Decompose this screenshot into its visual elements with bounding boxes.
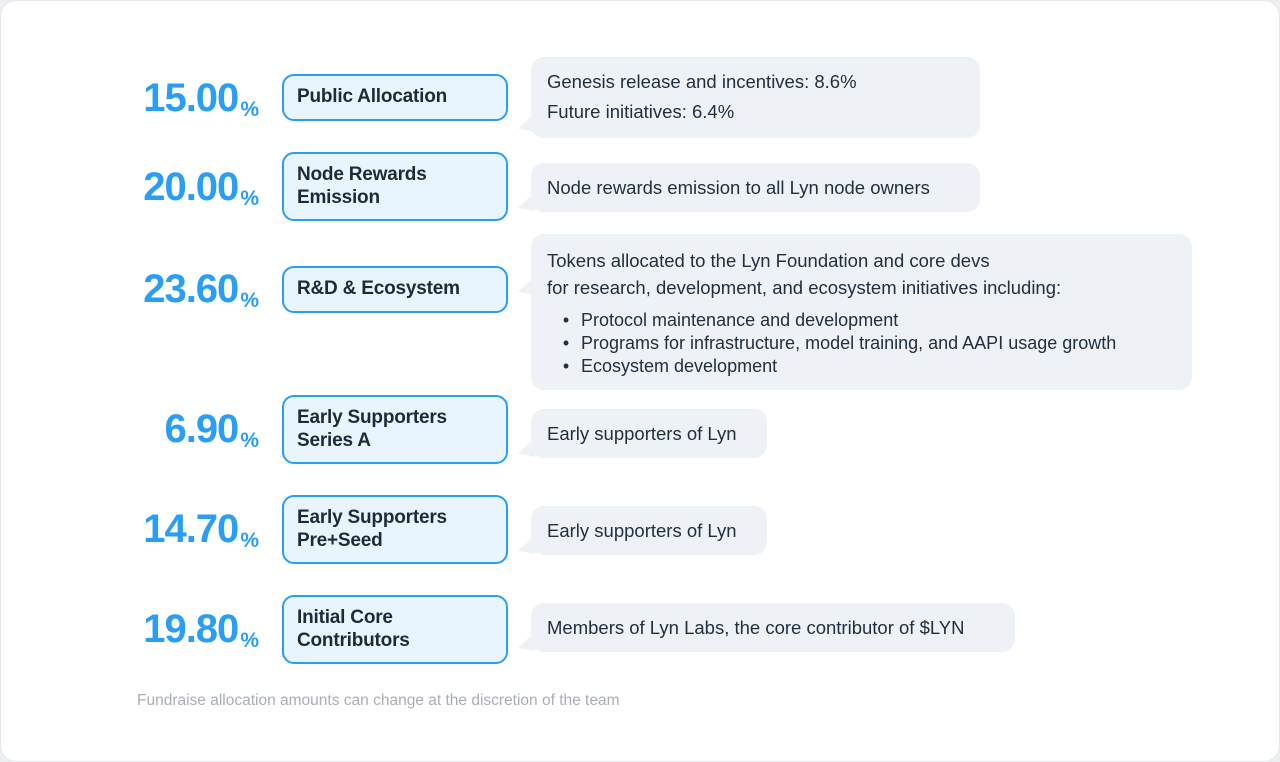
label-box-core-contributors: Initial Core Contributors <box>282 595 508 664</box>
label-text: Node Rewards Emission <box>297 164 427 208</box>
label-box-series-a: Early Supporters Series A <box>282 395 508 464</box>
percentage-node-rewards: 20.00% <box>111 163 259 211</box>
description-bubble-node-rewards: Node rewards emission to all Lyn node ow… <box>518 163 980 212</box>
label-box-public-allocation: Public Allocation <box>282 74 508 121</box>
description-line: Node rewards emission to all Lyn node ow… <box>547 177 930 198</box>
description-bubble-public-allocation: Genesis release and incentives: 8.6% Fut… <box>518 57 980 138</box>
description-line: Future initiatives: 6.4% <box>547 101 735 122</box>
bubble-tail <box>518 535 535 554</box>
bubble-tail <box>518 192 535 211</box>
percent-sign: % <box>240 429 259 452</box>
bubble-tail <box>518 438 535 457</box>
percentage-value: 20.00 <box>143 165 239 209</box>
percentage-rd-ecosystem: 23.60% <box>111 265 259 313</box>
percentage-series-a: 6.90% <box>111 405 259 453</box>
bullet-text: Protocol maintenance and development <box>581 310 899 330</box>
bubble-tail <box>518 113 535 132</box>
percentage-pre-seed: 14.70% <box>111 505 259 553</box>
description-bubble-pre-seed: Early supporters of Lyn <box>518 506 767 555</box>
description-bubble-series-a: Early supporters of Lyn <box>518 409 767 458</box>
bubble-tail <box>518 276 535 295</box>
description-line: Genesis release and incentives: 8.6% <box>547 71 857 92</box>
description-bubble-core-contributors: Members of Lyn Labs, the core contributo… <box>518 603 1015 652</box>
label-text: R&D & Ecosystem <box>297 278 460 299</box>
bullet-marker: • <box>562 333 570 353</box>
description-bubble-rd-ecosystem: Tokens allocated to the Lyn Foundation a… <box>518 234 1192 390</box>
bullet-item: • Programs for infrastructure, model tra… <box>547 332 1176 355</box>
percent-sign: % <box>240 529 259 552</box>
label-box-node-rewards: Node Rewards Emission <box>282 152 508 221</box>
description-line: Tokens allocated to the Lyn Foundation a… <box>547 250 990 271</box>
label-text: Initial Core Contributors <box>297 607 410 651</box>
percentage-value: 19.80 <box>143 607 239 651</box>
bubble-tail <box>518 632 535 651</box>
percentage-value: 14.70 <box>143 507 239 551</box>
footnote: Fundraise allocation amounts can change … <box>137 692 620 709</box>
label-text: Early Supporters Pre+Seed <box>297 507 447 551</box>
description-line: Early supporters of Lyn <box>547 520 737 541</box>
label-text: Public Allocation <box>297 86 448 107</box>
percent-sign: % <box>240 187 259 210</box>
description-line: Early supporters of Lyn <box>547 423 737 444</box>
bullet-text: Programs for infrastructure, model train… <box>581 333 1117 353</box>
percent-sign: % <box>240 289 259 312</box>
bullet-item: • Ecosystem development <box>547 355 1176 378</box>
bullet-marker: • <box>562 310 570 330</box>
percentage-value: 15.00 <box>143 76 239 120</box>
bullet-list: • Protocol maintenance and development •… <box>547 309 1176 378</box>
percentage-core-contributors: 19.80% <box>111 605 259 653</box>
label-text: Early Supporters Series A <box>297 407 447 451</box>
label-box-rd-ecosystem: R&D & Ecosystem <box>282 266 508 313</box>
percentage-value: 6.90 <box>164 407 239 451</box>
percent-sign: % <box>240 98 259 121</box>
bullet-item: • Protocol maintenance and development <box>547 309 1176 332</box>
description-line: for research, development, and ecosystem… <box>547 277 1062 298</box>
percent-sign: % <box>240 629 259 652</box>
bullet-text: Ecosystem development <box>581 356 778 376</box>
description-line: Members of Lyn Labs, the core contributo… <box>547 617 965 638</box>
label-box-pre-seed: Early Supporters Pre+Seed <box>282 495 508 564</box>
percentage-public-allocation: 15.00% <box>111 74 259 122</box>
percentage-value: 23.60 <box>143 267 239 311</box>
bullet-marker: • <box>562 356 570 376</box>
